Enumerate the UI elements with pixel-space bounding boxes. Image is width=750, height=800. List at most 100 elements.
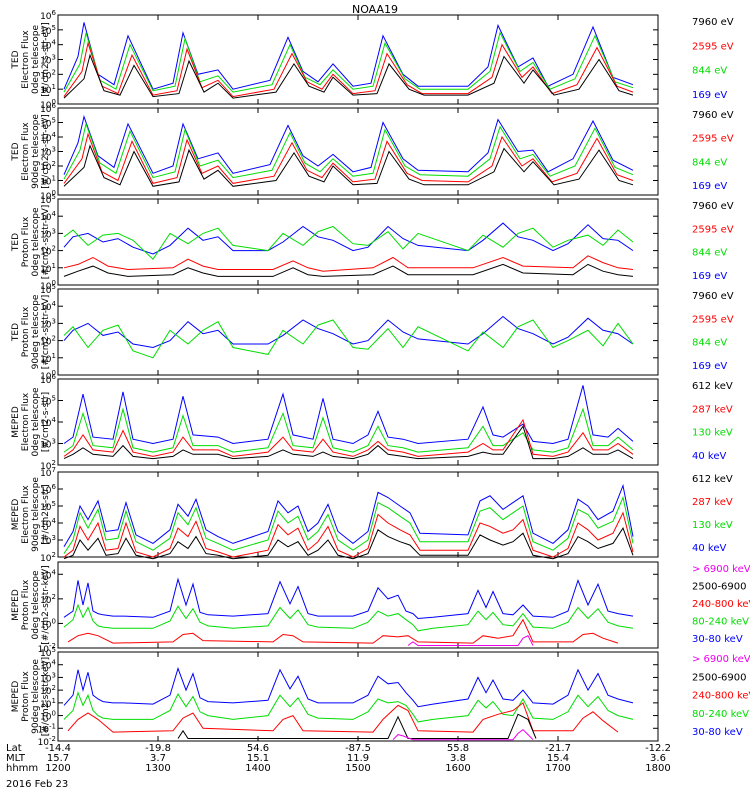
time-row-value: 3.7 [150,753,166,764]
legend-entry: 30-80 keV [692,727,743,738]
series-line [63,425,634,460]
y-axis-label: MEPEDElectron Flux0deg telescope[#/cm2-s… [11,387,51,457]
panel-frame [57,14,659,105]
series-line [63,577,634,620]
legend-entry: 2595 eV [692,224,734,235]
series-line [63,41,634,98]
legend-entry: 169 eV [692,90,727,101]
legend-entry: 240-800 keV [692,599,750,610]
legend-entry: 2595 eV [692,134,734,145]
panel-frame [57,471,659,558]
series-line [63,691,634,723]
y-axis-label: MEPEDProton Flux0deg telescope[#/cm2-s-s… [11,565,51,644]
legend-entry: 844 eV [692,66,727,77]
panel-frame [57,198,659,286]
legend-entry: 287 keV [692,497,733,508]
legend-entry: 40 keV [692,543,726,554]
legend-entry: 612 keV [692,474,733,485]
time-row-value: 3.6 [650,753,666,764]
legend-entry: 7960 eV [692,110,734,121]
series-line [63,132,634,184]
y-axis-label: TEDElectron Flux90deg telescope[#/cm2-s-… [11,114,51,189]
time-row-value: 15.7 [47,753,69,764]
y-axis-label: TEDProton Flux90deg telescope[#/cm2-s-st… [11,294,51,369]
y-axis-label: TEDElectron Flux0deg telescope[#/cm2-s-s… [11,22,51,97]
series-line [63,407,634,453]
series-line [407,635,534,646]
panel-frame [57,288,659,376]
legend-entry: 40 keV [692,451,726,462]
legend-entry: 130 keV [692,428,733,439]
chart-title: NOAA19 [352,3,398,16]
series-line [63,222,634,255]
time-row-value: 54.6 [247,743,269,754]
legend-entry: 80-240 keV [692,709,749,720]
legend-entry: 169 eV [692,361,727,372]
time-row-value: 1400 [245,763,270,774]
legend-entry: 7960 eV [692,17,734,28]
legend-entry: 240-800 keV [692,691,750,702]
y-tick-label: 102 [40,551,56,564]
legend-entry: 169 eV [692,181,727,192]
y-axis-label: TEDProton Flux0deg telescope[#/cm2-s-str… [11,205,51,280]
series-line [63,114,634,175]
legend-entry: 844 eV [692,338,727,349]
series-line [63,31,634,93]
time-row-value: -14.4 [45,743,71,754]
series-line [63,526,634,560]
time-row-value: 11.9 [347,753,369,764]
series-line [63,225,634,260]
panel-frame [57,561,659,649]
series-line [63,495,634,554]
series-line [63,666,634,708]
legend-entry: 169 eV [692,271,727,282]
series-line [63,144,634,187]
time-row-value: 1300 [145,763,170,774]
time-row-value: 1700 [545,763,570,774]
time-row-value: 55.8 [447,743,469,754]
time-row-value: -12.2 [645,743,671,754]
series-line [63,511,634,558]
time-row-label: MLT [6,753,26,764]
time-row-value: 1600 [445,763,470,774]
time-row-value: 1500 [345,763,370,774]
series-line [63,418,634,457]
legend-entry: 2595 eV [692,41,734,52]
y-axis-label: MEPEDProton Flux90deg telescope[#/cm2-s-… [11,657,51,736]
time-row-value: 15.4 [547,753,569,764]
legend-entry: 7960 eV [692,291,734,302]
y-axis-label: MEPEDElectron Flux90deg telescope[#/cm2-… [11,477,51,552]
legend-entry: 80-240 keV [692,617,749,628]
series-line [63,53,634,99]
legend-entry: 7960 eV [692,201,734,212]
series-line [392,728,534,741]
legend-entry: > 6900 keV [692,564,750,575]
legend-entry: 30-80 keV [692,634,743,645]
series-line [177,713,537,739]
time-row-value: -21.7 [545,743,571,754]
time-axis-labels: 2016 Feb 23 Lat -14.4 -19.8 54.6 -87.5 55.8 -2… [6,743,671,790]
series-line [67,618,619,644]
time-row-value: 1200 [45,763,70,774]
series-line [63,255,634,272]
legend-entry: 844 eV [692,157,727,168]
time-row-value: -87.5 [345,743,371,754]
series-line [63,483,634,548]
panel-frame [57,651,659,742]
series-line [63,603,634,632]
legend-entry: 130 keV [692,520,733,531]
series-line [67,702,619,733]
legend-entry: 612 keV [692,381,733,392]
series-line [63,385,634,445]
time-row-label: Lat [6,743,22,754]
time-row-value: 3.8 [450,753,466,764]
time-row-value: 1800 [645,763,670,774]
